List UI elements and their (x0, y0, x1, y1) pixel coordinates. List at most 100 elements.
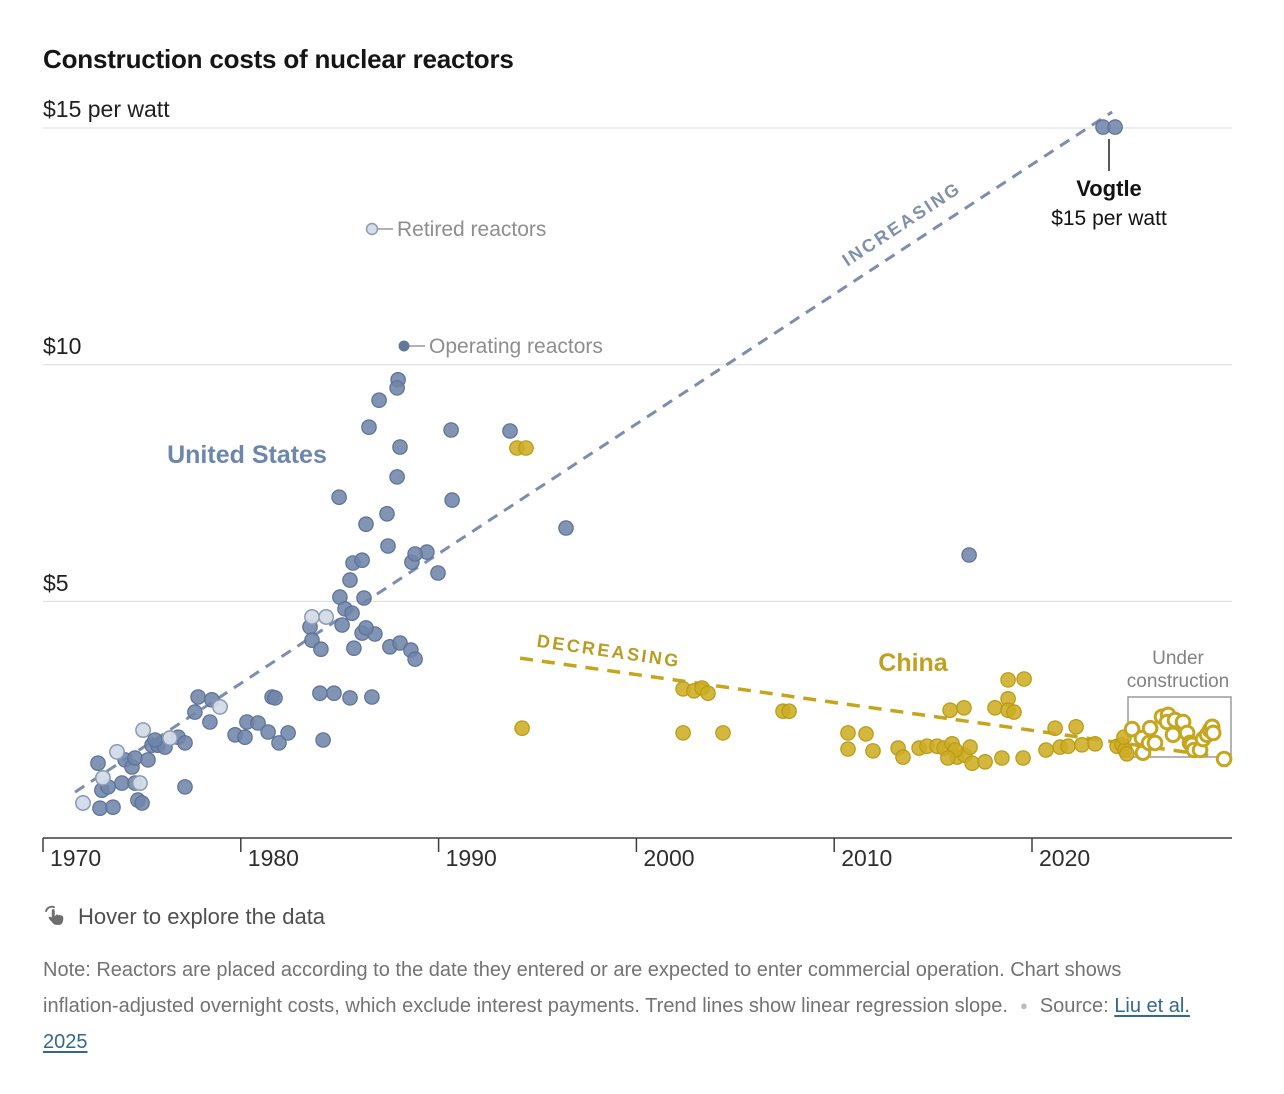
data-point[interactable] (250, 715, 266, 731)
data-point[interactable] (1047, 720, 1063, 736)
data-point[interactable] (1164, 726, 1182, 744)
data-point[interactable] (162, 730, 178, 747)
data-point[interactable] (840, 741, 856, 757)
source-link[interactable]: Liu et al. 2025 (43, 995, 1190, 1053)
data-point[interactable] (987, 699, 1003, 716)
data-point[interactable] (267, 690, 283, 706)
data-point[interactable] (514, 720, 530, 736)
data-point[interactable] (202, 714, 218, 730)
data-point[interactable] (964, 755, 980, 771)
data-point[interactable] (90, 755, 106, 771)
data-point[interactable] (1119, 745, 1135, 762)
data-point[interactable] (346, 640, 362, 656)
data-point[interactable] (304, 609, 320, 625)
data-point[interactable] (840, 725, 856, 741)
data-point[interactable] (313, 641, 329, 657)
data-point[interactable] (271, 735, 287, 751)
data-point[interactable] (962, 739, 978, 755)
data-point[interactable] (392, 635, 408, 651)
data-point[interactable] (715, 725, 731, 741)
data-point[interactable] (1074, 736, 1090, 753)
data-point[interactable] (260, 724, 276, 740)
data-point[interactable] (354, 552, 370, 568)
data-point[interactable] (358, 516, 374, 532)
data-point[interactable] (1000, 672, 1016, 688)
data-point[interactable] (318, 609, 335, 625)
data-point[interactable] (407, 546, 423, 562)
data-point[interactable] (140, 752, 156, 768)
data-point[interactable] (407, 651, 423, 667)
data-point[interactable] (105, 799, 121, 815)
data-point[interactable] (1107, 119, 1123, 135)
data-point[interactable] (942, 702, 958, 718)
data-point[interactable] (75, 795, 91, 811)
data-point[interactable] (212, 698, 228, 715)
data-point[interactable] (865, 743, 881, 759)
data-point[interactable] (392, 439, 408, 455)
data-point[interactable] (1215, 750, 1233, 768)
data-point[interactable] (187, 704, 203, 720)
data-point[interactable] (326, 685, 342, 701)
data-point[interactable] (190, 689, 206, 705)
data-point[interactable] (1038, 742, 1054, 758)
data-point[interactable] (379, 505, 395, 522)
data-point[interactable] (135, 722, 152, 739)
data-point[interactable] (331, 489, 347, 505)
data-point[interactable] (1015, 750, 1031, 766)
data-point[interactable] (994, 750, 1010, 766)
data-point[interactable] (177, 735, 193, 751)
data-point[interactable] (961, 547, 977, 563)
data-point[interactable] (956, 699, 972, 716)
data-point[interactable] (134, 795, 150, 811)
data-point[interactable] (940, 750, 956, 766)
data-point[interactable] (94, 769, 111, 786)
data-point[interactable] (127, 750, 143, 766)
data-point[interactable] (1146, 734, 1164, 752)
data-point[interactable] (92, 800, 108, 816)
data-point[interactable] (312, 685, 328, 701)
data-point[interactable] (1123, 720, 1141, 738)
data-point[interactable] (1016, 671, 1032, 687)
page-title: Construction costs of nuclear reactors (43, 44, 514, 74)
data-point[interactable] (1141, 719, 1159, 737)
data-point[interactable] (1006, 704, 1022, 720)
data-point[interactable] (781, 703, 797, 719)
data-point[interactable] (502, 423, 518, 439)
data-point[interactable] (700, 685, 716, 701)
data-point[interactable] (444, 492, 460, 508)
data-point[interactable] (443, 422, 459, 438)
data-point[interactable] (380, 538, 396, 554)
data-point[interactable] (358, 620, 374, 636)
data-point[interactable] (389, 469, 405, 485)
gridlines (43, 127, 1232, 602)
data-point[interactable] (1087, 735, 1103, 752)
data-point[interactable] (518, 440, 534, 456)
data-point[interactable] (344, 605, 360, 621)
data-point[interactable] (977, 753, 993, 770)
data-point[interactable] (315, 732, 331, 748)
data-point[interactable] (430, 565, 446, 581)
data-point[interactable] (109, 743, 125, 760)
data-point[interactable] (389, 380, 405, 396)
data-point[interactable] (895, 749, 911, 765)
data-point[interactable] (1068, 718, 1084, 735)
data-point[interactable] (558, 520, 574, 536)
data-point[interactable] (177, 779, 193, 795)
united-states-label: United States (167, 441, 327, 469)
data-point[interactable] (361, 419, 377, 435)
data-point[interactable] (131, 775, 148, 792)
data-point[interactable] (1060, 738, 1076, 754)
data-point[interactable] (280, 725, 296, 741)
data-point[interactable] (1204, 724, 1222, 742)
data-point[interactable] (356, 590, 372, 606)
data-point[interactable] (114, 775, 130, 791)
data-point[interactable] (237, 729, 253, 745)
data-point[interactable] (342, 690, 358, 706)
data-point[interactable] (371, 392, 387, 408)
data-point[interactable] (342, 572, 358, 588)
data-point[interactable] (334, 617, 350, 633)
data-point[interactable] (858, 726, 874, 742)
data-point[interactable] (364, 689, 380, 705)
data-point[interactable] (147, 732, 163, 748)
data-point[interactable] (675, 725, 691, 741)
